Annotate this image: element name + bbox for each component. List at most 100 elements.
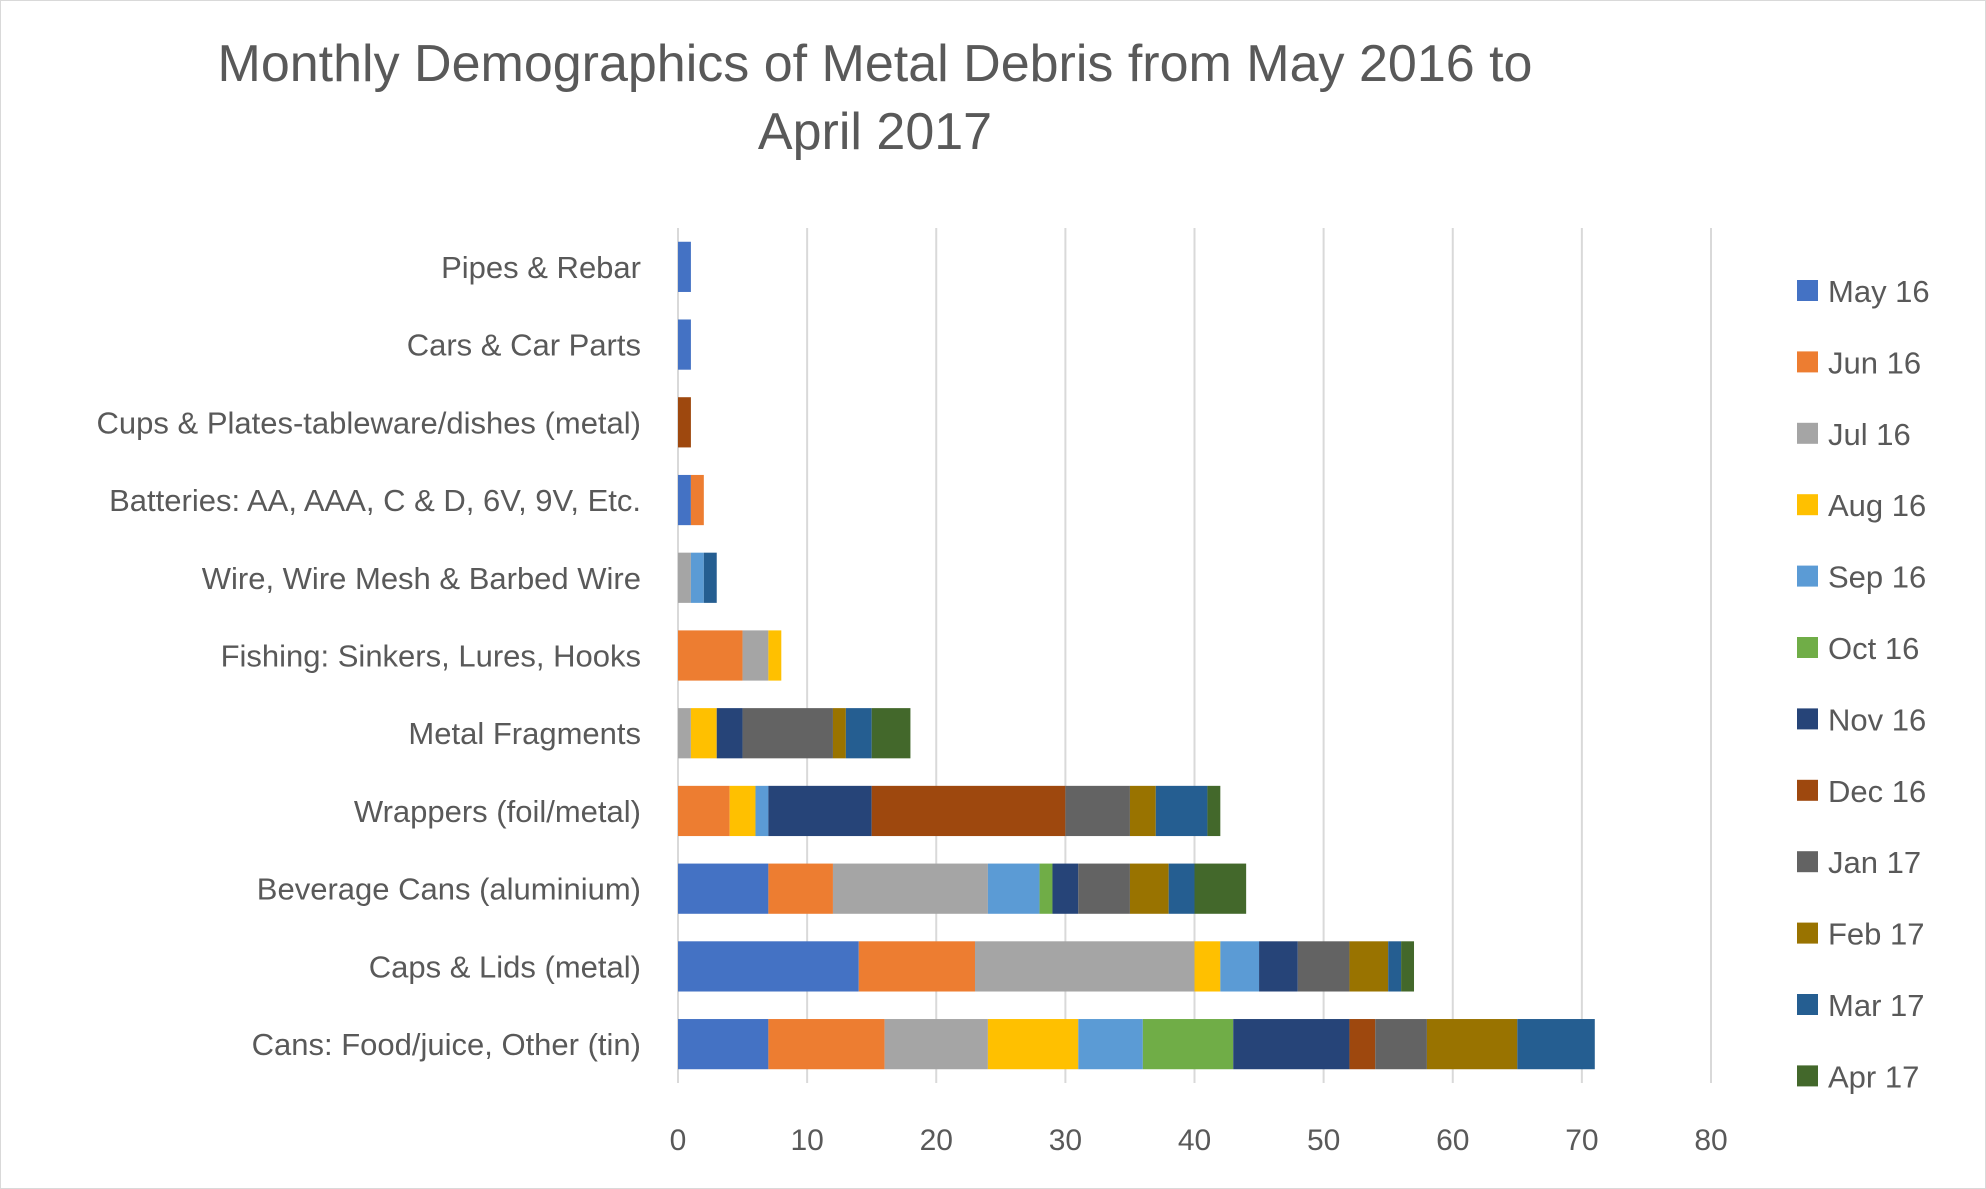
legend-swatch [1797,351,1818,373]
bar-segment [678,708,691,759]
bar-segment [1220,941,1260,992]
category-label: Cups & Plates-tableware/dishes (metal) [97,405,641,440]
legend-swatch [1797,851,1818,873]
bar-segment [1388,941,1402,992]
legend-label: May 16 [1828,274,1930,309]
legend-label: Jul 16 [1828,417,1911,452]
bar-segment [1401,941,1415,992]
bar-segment [678,785,730,837]
x-tick-label: 0 [670,1124,687,1157]
bar-segment [1039,863,1053,914]
bar-segment [1168,863,1195,914]
legend-label: Nov 16 [1828,702,1926,737]
legend-swatch [1797,1065,1818,1087]
bar-segment [871,785,1066,837]
category-label: Caps & Lids (metal) [369,949,641,984]
bar-segment [768,863,833,914]
bar-segment [845,708,872,759]
legend-swatch [1797,637,1818,658]
bar-segment [729,785,756,837]
legend-label: Aug 16 [1828,488,1926,523]
bar-segment [1078,1019,1143,1070]
legend-swatch [1797,565,1818,587]
category-label: Cans: Food/juice, Other (tin) [252,1027,641,1062]
category-label: Fishing: Sinkers, Lures, Hooks [221,639,641,674]
bar-segment [755,785,769,837]
bar-segment [703,552,717,603]
x-tick-label: 10 [790,1124,823,1157]
bar-segment [1078,863,1130,914]
bar-segment [1194,941,1221,992]
bar-segment [1259,941,1298,992]
category-label: Cars & Car Parts [407,328,641,363]
legend-swatch [1797,422,1818,444]
bar-segment [832,708,846,759]
category-label: Wrappers (foil/metal) [354,794,641,829]
bar-segment [768,785,872,837]
legend-swatch [1797,922,1818,944]
bar-segment [678,1019,769,1070]
category-label: Batteries: AA, AAA, C & D, 6V, 9V, Etc. [109,483,641,518]
legend-label: Dec 16 [1828,774,1926,809]
bar-segment [768,630,782,681]
bar-segment [1375,1019,1427,1070]
bar-segment [884,1019,988,1070]
bar-segment [1297,941,1350,992]
bar-segment [1065,785,1130,837]
legend-label: Jun 16 [1828,345,1921,380]
bar-segment [1517,1019,1595,1070]
legend-label: Oct 16 [1828,631,1919,666]
bar-segment [678,941,859,992]
bar-segment [1052,863,1079,914]
bar-segment [974,941,1195,992]
legend-swatch [1797,494,1818,516]
legend-swatch [1797,708,1818,730]
bar-segment [690,552,704,603]
category-label: Pipes & Rebar [441,250,641,285]
bar-segment [871,708,911,759]
category-label: Metal Fragments [408,716,641,751]
bar-segment [678,319,691,370]
bar-segment [742,708,833,759]
legend-swatch [1797,994,1818,1015]
bar-segment [1155,785,1208,837]
legend-swatch [1797,280,1818,301]
bar-segment [678,863,769,914]
legend-label: Apr 17 [1828,1059,1919,1094]
x-tick-label: 20 [920,1124,953,1157]
x-tick-label: 30 [1049,1124,1082,1157]
bar-segment [832,863,988,914]
legend-label: Sep 16 [1828,560,1926,595]
category-label: Beverage Cans (aluminium) [257,872,641,907]
chart-title: Monthly Demographics of Metal Debris fro… [217,35,1533,161]
bar-segment [690,708,717,759]
category-label: Wire, Wire Mesh & Barbed Wire [202,561,641,596]
bar-segment [678,552,691,603]
legend-label: Jan 17 [1828,845,1921,880]
bar-segment [987,1019,1079,1070]
bar-segment [858,941,975,992]
legend-swatch [1797,779,1818,801]
x-tick-label: 60 [1436,1124,1469,1157]
x-tick-label: 50 [1307,1124,1340,1157]
bar-segment [690,474,704,526]
legend-label: Feb 17 [1828,917,1925,952]
bar-segment [678,474,691,526]
legend-label: Mar 17 [1828,988,1924,1023]
bar-segment [678,241,691,292]
bar-segment [1129,863,1169,914]
bar-segment [1349,1019,1376,1070]
x-tick-label: 70 [1565,1124,1598,1157]
bar-segment [1194,863,1247,914]
bar-segment [742,630,769,681]
bar-segment [1129,785,1156,837]
bar-segment [1349,941,1389,992]
bar-segment [768,1019,885,1070]
x-tick-label: 40 [1178,1124,1211,1157]
bar-segment [716,708,743,759]
bar-segment [1142,1019,1234,1070]
bar-segment [1207,785,1221,837]
bar-segment [1426,1019,1518,1070]
bar-segment [678,397,691,448]
